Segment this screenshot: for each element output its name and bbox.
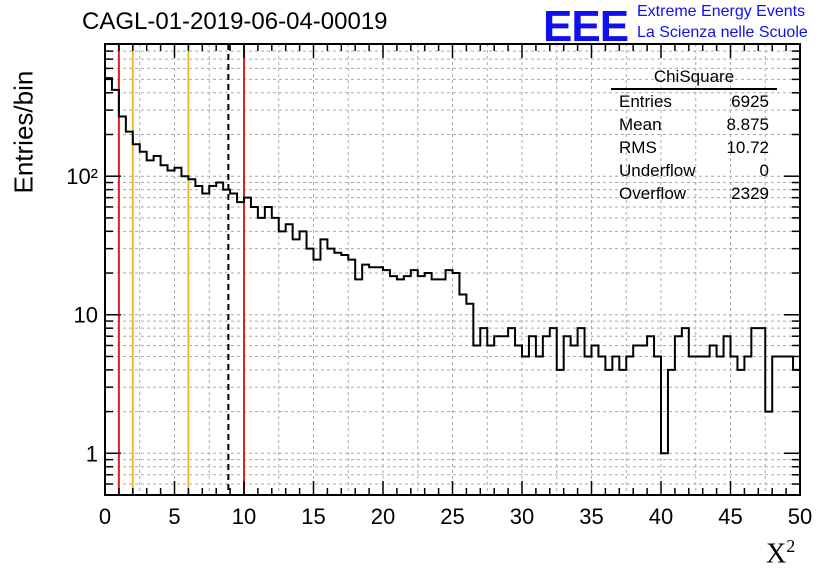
stats-label: Overflow [619,184,687,203]
stats-label: Mean [619,115,662,134]
stats-value: 6925 [731,92,769,111]
x-tick-label: 30 [510,504,534,529]
stats-label: Entries [619,92,672,111]
stats-row-mean: Mean 8.875 [607,113,777,136]
y-axis-ticks: 1 10 10² [66,43,800,496]
x-tick-label: 5 [168,504,180,529]
grid-lines [105,44,800,495]
x-tick-label: 15 [301,504,325,529]
stats-row-entries: Entries 6925 [607,90,777,113]
x-tick-label: 50 [788,504,812,529]
stats-row-overflow: Overflow 2329 [607,182,777,205]
eee-logo: EEE [543,2,629,51]
y-axis-label: Entries/bin [8,70,39,194]
x-tick-label: 20 [371,504,395,529]
x-tick-label: 40 [649,504,673,529]
x-tick-label: 0 [99,504,111,529]
x-axis-label-base: X [766,538,787,570]
x-tick-label: 25 [440,504,464,529]
stats-box-name: ChiSquare [611,67,777,90]
stats-row-underflow: Underflow 0 [607,159,777,182]
stats-value: 8.875 [726,115,769,134]
stats-value: 10.72 [726,138,769,157]
y-tick-label: 10 [74,303,98,328]
x-axis-label-sup: 2 [786,536,796,556]
x-tick-label: 10 [232,504,256,529]
chart-title: CAGL-01-2019-06-04-00019 [82,8,388,35]
reference-lines [117,44,245,495]
stats-label: Underflow [619,161,696,180]
stats-label: RMS [619,138,657,157]
stats-box: ChiSquare Entries 6925 Mean 8.875 RMS 10.72… [607,67,777,205]
logo-text-line1: Extreme Energy Events [637,3,806,20]
x-tick-label: 35 [579,504,603,529]
stats-row-rms: RMS 10.72 [607,136,777,159]
stats-value: 2329 [731,184,769,203]
x-axis-label: X2 [766,536,795,570]
x-axis-ticks: 0 5 10 15 20 25 30 35 40 45 50 [99,44,812,529]
y-tick-label: 1 [86,441,98,466]
x-tick-label: 45 [718,504,742,529]
histogram-line [105,77,800,455]
logo-text-line2: La Scienza nelle Scuole [637,24,808,41]
y-tick-label: 10² [66,164,98,189]
y-axis-label-wrap: Entries/bin [4,71,44,194]
stats-value: 0 [759,161,769,180]
